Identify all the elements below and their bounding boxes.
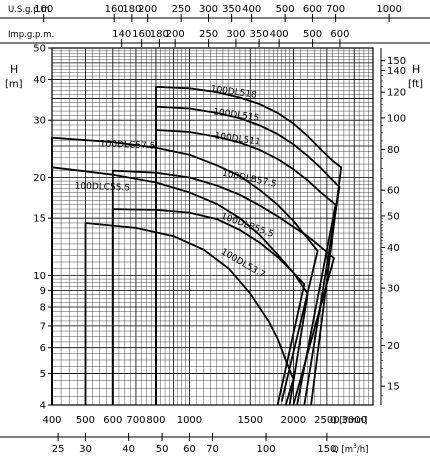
left-axis-tick-label: 40	[33, 75, 46, 86]
m3h-tick-label: 50	[156, 444, 169, 455]
imp-gpm-tick-label: 180	[150, 29, 169, 40]
lmin-tick-label: 2000	[281, 415, 306, 426]
lmin-tick-label: 1500	[238, 415, 263, 426]
m3h-tick-label: 60	[183, 444, 196, 455]
left-axis-tick-label: 15	[33, 214, 46, 225]
us-gpm-tick-label: 500	[276, 4, 295, 15]
left-axis-tick-label: 10	[33, 271, 46, 282]
us-gpm-tick-label: 160	[105, 4, 124, 15]
lmin-tick-label: 600	[103, 415, 122, 426]
left-axis: H [m] 4 5 6 7 8 9 10 15 20 30 40 50	[5, 44, 52, 412]
flow-m3h-label-suffix: /h]	[357, 445, 369, 455]
m3h-tick-label: 25	[52, 444, 65, 455]
right-axis-tick-label: 15	[387, 382, 400, 393]
us-gpm-tick-label: 300	[199, 4, 218, 15]
left-axis-tick-label: 8	[40, 303, 46, 314]
head-ft-axis-label: H	[412, 63, 420, 76]
imp-gpm-tick-label: 250	[199, 29, 218, 40]
left-axis-tick-label: 50	[33, 44, 46, 55]
us-gpm-tick-label: 350	[222, 4, 241, 15]
right-axis-tick-label: 20	[387, 341, 400, 352]
us-gpm-tick-label: 600	[303, 4, 322, 15]
m3h-tick-label: 30	[79, 444, 92, 455]
m3h-tick-label: 70	[206, 444, 219, 455]
flow-m3h-axis-label: Q [m3/h]	[332, 443, 368, 455]
imp-gpm-tick-label: 160	[132, 29, 151, 40]
pump-curve-label: 100DL511	[214, 131, 261, 147]
left-axis-tick-label: 30	[33, 116, 46, 127]
lmin-tick-label: 400	[42, 415, 61, 426]
pump-curve-label: 100DL515	[213, 107, 260, 123]
lmin-tick-label: 500	[76, 415, 95, 426]
us-gpm-tick-label: 1000	[376, 4, 401, 15]
flow-m3h-label-sup: 3	[353, 443, 357, 450]
right-axis-tick-label: 100	[387, 113, 406, 124]
head-m-axis-unit: [m]	[5, 79, 23, 90]
lmin-tick-label: 3000	[341, 415, 366, 426]
right-axis-tick-label: 40	[387, 243, 400, 254]
right-axis-tick-label: 80	[387, 145, 400, 156]
imp-gpm-tick-label: 500	[303, 29, 322, 40]
plot-frame	[51, 47, 374, 406]
us-gpm-axis-label: U.S.g.p.m.	[8, 5, 52, 15]
head-m-axis-label: H	[10, 63, 18, 76]
m3h-tick-label: 40	[122, 444, 135, 455]
pump-curves: 100DL518100DL515100DL511100DLC57.5100DLB…	[51, 84, 343, 406]
left-axis-tick-label: 7	[40, 321, 46, 332]
lmin-tick-label: 700	[126, 415, 145, 426]
right-axis-tick-label: 150	[387, 56, 406, 67]
pump-curve	[111, 208, 309, 406]
right-axis-tick-label: 50	[387, 211, 400, 222]
imp-gpm-tick-label: 300	[226, 29, 245, 40]
us-gpm-tick-label: 250	[172, 4, 191, 15]
flow-lmin-axis-label: Q [l/min]	[330, 416, 367, 426]
us-gpm-tick-label: 200	[138, 4, 157, 15]
pump-curve	[155, 105, 341, 406]
imp-gpm-axis-label: Imp.g.p.m.	[8, 30, 54, 40]
pump-curve	[155, 85, 343, 406]
m3h-tick-label: 100	[257, 444, 276, 455]
pump-curve-label: 100DLC57.5	[100, 140, 156, 152]
grid	[51, 47, 374, 406]
pump-curve-label: 100DLC55.5	[74, 182, 130, 194]
right-axis-tick-label: 60	[387, 186, 400, 197]
pump-curve	[111, 169, 335, 406]
us-gpm-tick-label: 700	[326, 4, 345, 15]
lmin-tick-label: 800	[146, 415, 165, 426]
flow-m3h-label-prefix: Q [m	[332, 445, 353, 455]
imp-gpm-tick-label: 400	[270, 29, 289, 40]
imp-gpm-tick-label: 140	[112, 29, 131, 40]
pump-curve	[51, 136, 319, 405]
imp-gpm-tick-label: 600	[330, 29, 349, 40]
bottom-axes: Q [l/min] Q [m3/h] 400 500 600 700 800 1000 15…	[0, 415, 430, 455]
pump-curve	[155, 129, 337, 406]
imp-gpm-tick-label: 200	[166, 29, 185, 40]
left-axis-tick-label: 20	[33, 173, 46, 184]
right-axis-tick-label: 140	[387, 66, 406, 77]
left-axis-tick-label: 6	[40, 343, 46, 354]
pump-curve	[51, 166, 306, 406]
us-gpm-tick-label: 180	[122, 4, 141, 15]
imp-gpm-tick-label: 350	[250, 29, 269, 40]
lmin-tick-label: 1000	[177, 415, 202, 426]
plot-border	[51, 47, 374, 406]
left-axis-tick-label: 5	[40, 369, 46, 380]
right-axis-tick-label: 120	[387, 88, 406, 99]
us-gpm-tick-label: 400	[242, 4, 261, 15]
left-axis-tick-label: 9	[40, 286, 46, 297]
right-axis-tick-label: 30	[387, 284, 400, 295]
us-gpm-tick-label: 100	[34, 4, 53, 15]
head-ft-axis-unit: [ft]	[408, 79, 423, 90]
pump-curve	[84, 222, 295, 406]
lmin-tick-label: 2500	[314, 415, 339, 426]
m3h-tick-label: 150	[317, 444, 336, 455]
left-axis-tick-label: 4	[40, 401, 46, 412]
